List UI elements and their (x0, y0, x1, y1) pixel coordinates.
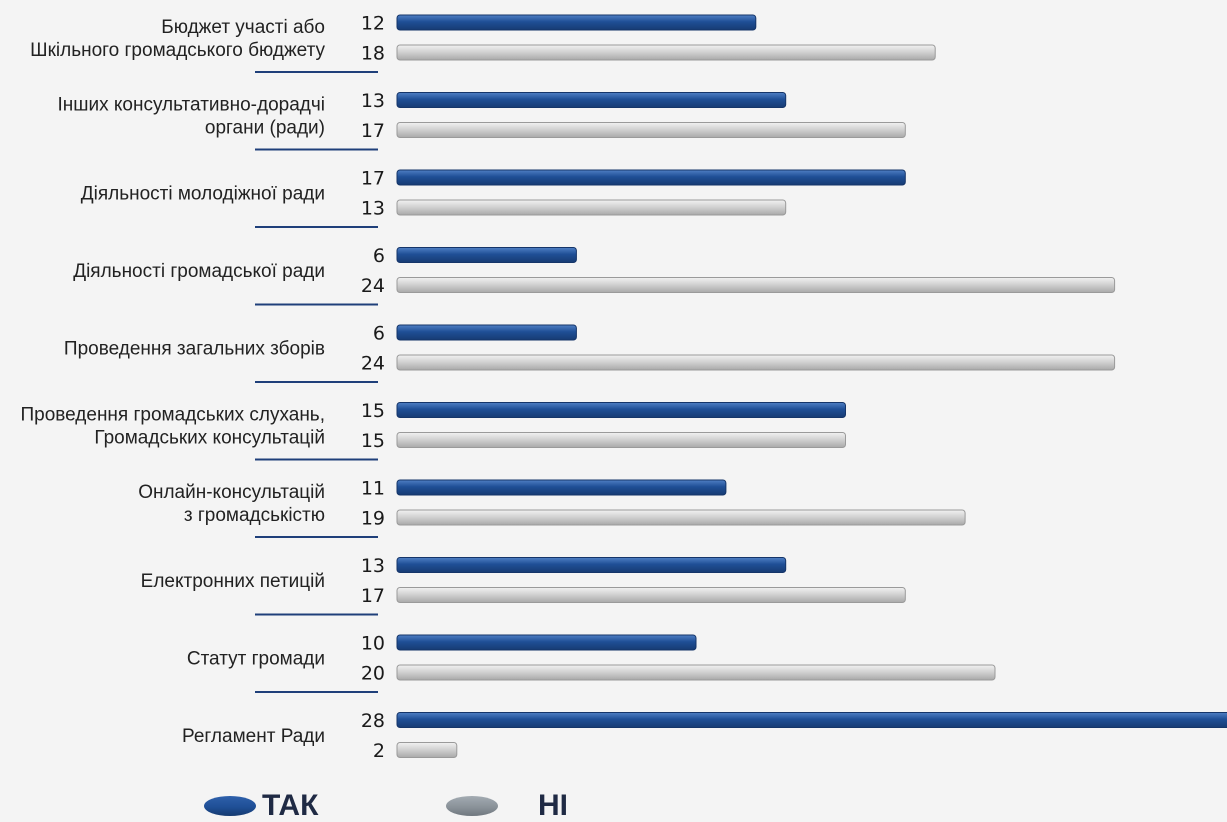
bar-no (396, 587, 906, 603)
category-label: Регламент Ради (182, 726, 325, 747)
bar-no (396, 277, 1116, 293)
value-label-no: 20 (361, 663, 385, 685)
legend-swatch-yes (204, 796, 256, 816)
value-label-no: 17 (361, 120, 385, 142)
bar-no (396, 742, 458, 758)
bar-no (396, 664, 996, 681)
value-label-no: 2 (373, 740, 385, 762)
value-label-yes: 11 (361, 478, 385, 500)
category-label: Діяльності молодіжної ради (81, 184, 325, 205)
bar-yes (396, 479, 727, 496)
bar-yes (396, 712, 1227, 728)
value-label-yes: 6 (373, 245, 385, 267)
value-label-no: 19 (361, 508, 385, 530)
legend-item-yes: ТАК (204, 790, 318, 822)
category-label: Електронних петицій (141, 571, 325, 592)
legend-item-no: НІ (446, 790, 568, 822)
category-label: Бюджет участі або Шкільного громадського … (30, 17, 325, 61)
value-label-no: 24 (361, 353, 385, 375)
bar-yes (396, 324, 577, 341)
value-label-yes: 15 (361, 400, 385, 422)
bar-no (396, 122, 906, 138)
bar-no (396, 199, 787, 216)
legend-label-no: НІ (538, 789, 568, 822)
category-label: Проведення громадських слухань, Громадськ… (20, 405, 325, 449)
bar-yes (396, 92, 787, 108)
bar-yes (396, 557, 787, 573)
legend-label-yes: ТАК (262, 789, 319, 822)
value-label-no: 18 (361, 43, 385, 65)
category-label: Діяльності громадської ради (73, 261, 325, 282)
category-label: Проведення загальних зборів (64, 339, 325, 360)
value-label-yes: 17 (361, 168, 385, 190)
value-label-yes: 12 (361, 13, 385, 35)
bar-yes (396, 634, 697, 651)
value-label-yes: 13 (361, 555, 385, 577)
bar-no (396, 44, 936, 61)
value-label-no: 13 (361, 198, 385, 220)
bar-yes (396, 14, 757, 31)
value-label-no: 17 (361, 585, 385, 607)
category-label: Онлайн-консультацій з громадськістю (138, 482, 325, 526)
bar-no (396, 354, 1116, 371)
bar-no (396, 509, 966, 526)
bar-yes (396, 247, 577, 263)
value-label-no: 24 (361, 275, 385, 297)
bar-no (396, 432, 846, 448)
value-label-no: 15 (361, 430, 385, 452)
value-label-yes: 6 (373, 323, 385, 345)
bar-yes (396, 402, 846, 418)
bar-yes (396, 169, 906, 186)
value-label-yes: 10 (361, 633, 385, 655)
category-label: Інших консультативно-дорадчі органи (ради… (57, 95, 325, 139)
category-label: Статут громади (187, 649, 325, 670)
bar-chart: Бюджет участі або Шкільного громадського … (20, 13, 1227, 762)
legend-swatch-no (446, 796, 498, 816)
value-label-yes: 28 (361, 710, 385, 732)
value-label-yes: 13 (361, 90, 385, 112)
